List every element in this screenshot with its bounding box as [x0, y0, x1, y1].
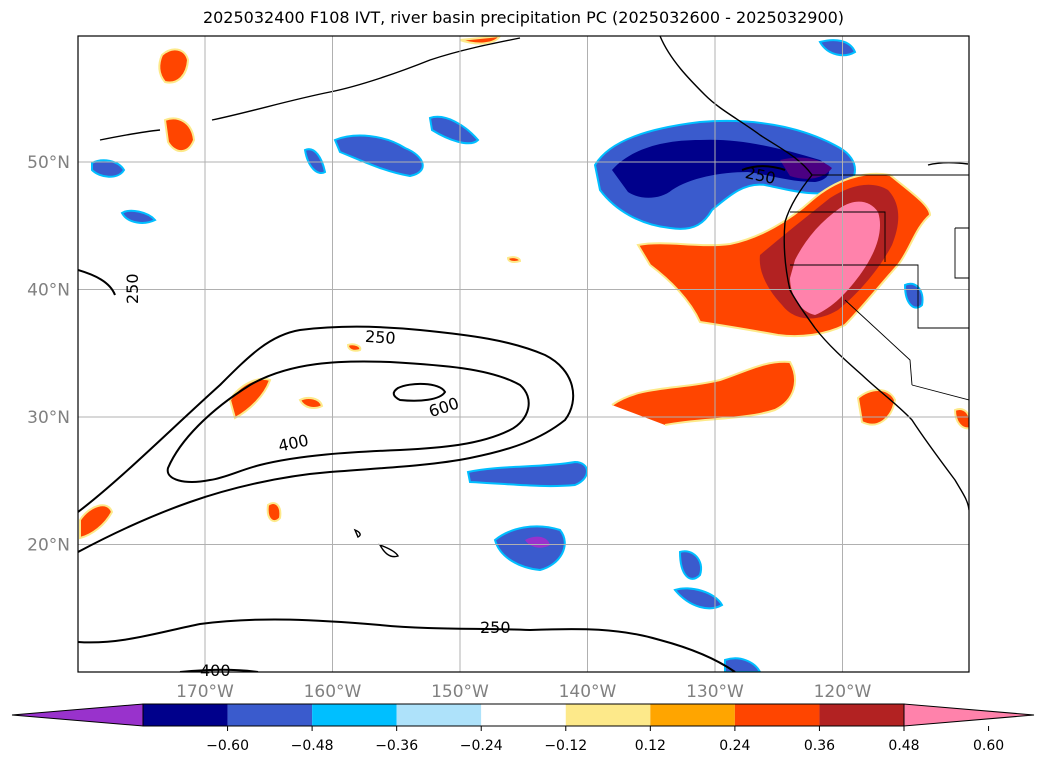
precipitation-shading [79, 36, 969, 672]
lon-tick-label: 170°W [176, 682, 234, 702]
graticule [78, 36, 969, 672]
colorbar-segment [227, 704, 313, 726]
colorbar-segment [143, 704, 228, 726]
colorbar-tick-label: −0.48 [291, 738, 334, 754]
ivt-contour-250-main [78, 325, 575, 553]
ivt-contour-250-west [78, 269, 116, 296]
contour-label-250-west: 250 [123, 273, 142, 304]
colorbar-tick-label: 0.48 [888, 738, 919, 754]
lon-tick-label: 150°W [431, 682, 489, 702]
colorbar-segment [396, 704, 482, 726]
lon-tick-label: 130°W [686, 682, 744, 702]
colorbar-segment [650, 704, 735, 726]
lon-tick-label: 160°W [304, 682, 362, 702]
colorbar-segment [734, 704, 820, 726]
colorbar-tick-label: 0.24 [719, 738, 750, 754]
colorbar-outline [142, 703, 905, 727]
colorbar-tick-label: 0.12 [635, 738, 666, 754]
colorbar-segment [481, 704, 566, 726]
lat-tick-label: 40°N [27, 281, 70, 301]
map-frame [77, 35, 970, 673]
colorbar-tick-labels: −0.60 −0.48 −0.36 −0.24 −0.12 0.12 0.24 0.36 0.4… [206, 726, 1004, 754]
lat-tick-label: 30°N [27, 408, 70, 428]
contour-label-250-main: 250 [364, 327, 396, 348]
latitude-labels: 50°N 40°N 30°N 20°N [27, 153, 70, 556]
colorbar-segment [565, 704, 651, 726]
lat-tick-label: 20°N [27, 536, 70, 556]
ivt-contour-250-north [741, 165, 786, 171]
colorbar-tick-label: 0.60 [973, 738, 1004, 754]
colorbar-tick-label: −0.12 [544, 738, 587, 754]
colorbar-segment [312, 704, 397, 726]
colorbar-segments [11, 703, 1035, 727]
colorbar-tick-label: −0.36 [375, 738, 418, 754]
ivt-contour-600 [392, 382, 447, 402]
colorbar-tick-label: −0.24 [460, 738, 503, 754]
colorbar-extend-min [11, 703, 144, 727]
colorbar-segment [819, 704, 904, 726]
colorbar-tick-label: 0.36 [804, 738, 835, 754]
contour-label-400-south: 400 [200, 661, 231, 680]
ivt-contours [78, 165, 786, 672]
longitude-labels: 170°W 160°W 150°W 140°W 130°W 120°W [176, 682, 871, 702]
political-borders [790, 174, 969, 401]
lat-tick-label: 50°N [27, 153, 70, 173]
ivt-contour-250-south [78, 618, 736, 672]
lon-tick-label: 140°W [559, 682, 617, 702]
map-title: 2025032400 F108 IVT, river basin precipi… [202, 8, 845, 27]
colorbar-extend-max [903, 703, 1035, 727]
colorbar-tick-label: −0.60 [206, 738, 249, 754]
contour-label-250-south: 250 [480, 618, 511, 637]
lon-tick-label: 120°W [814, 682, 872, 702]
ivt-contour-400-main [166, 360, 530, 483]
